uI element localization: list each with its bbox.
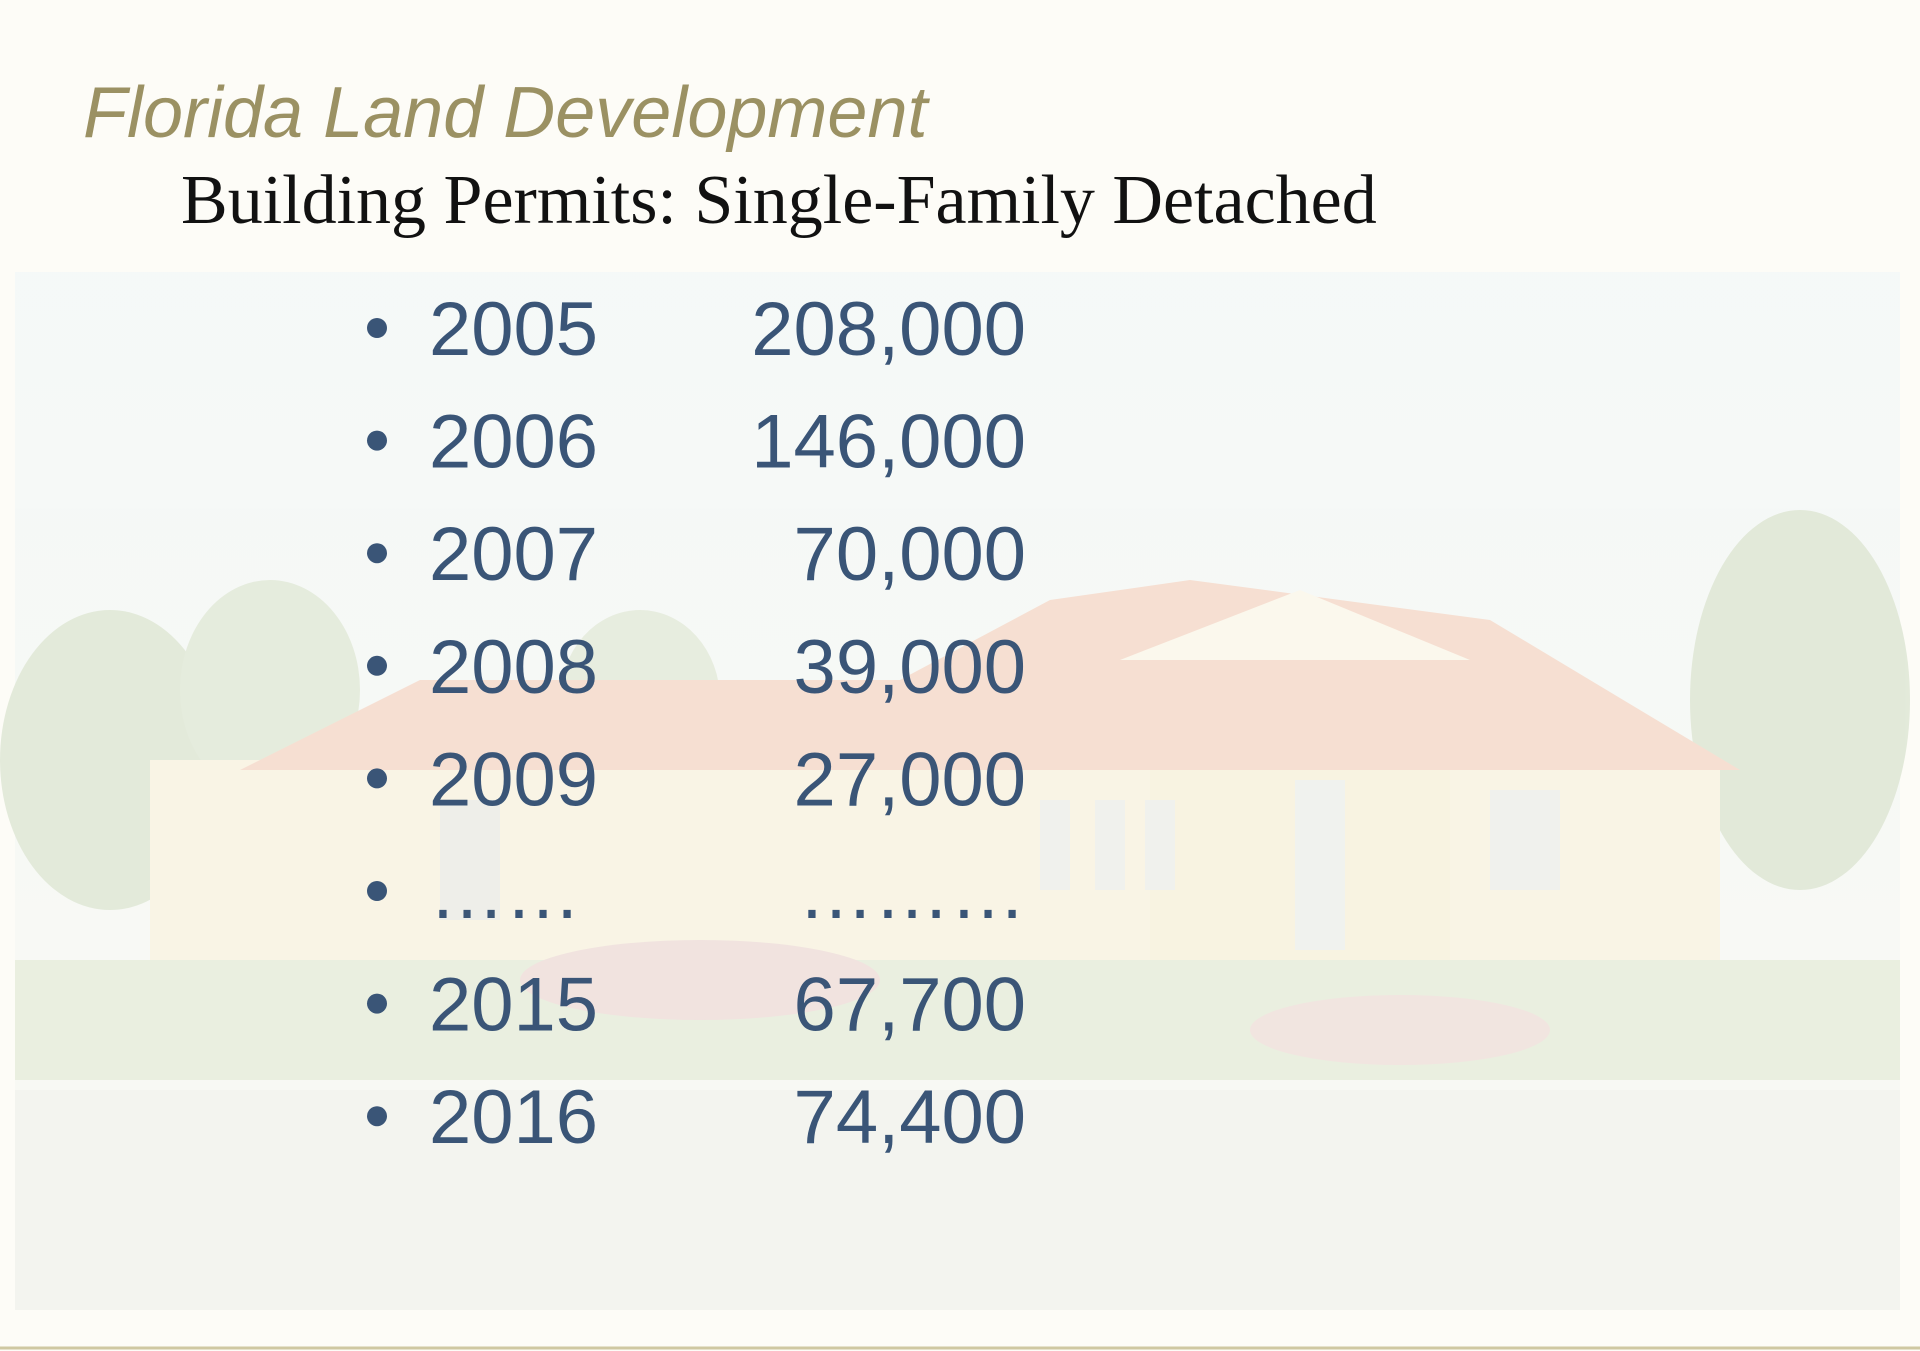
year: 2006 — [429, 400, 598, 485]
permit-count: ……… — [798, 850, 1026, 935]
bullet — [367, 431, 387, 451]
bullet — [367, 1106, 387, 1126]
slide: Florida Land Development Building Permit… — [0, 0, 1920, 1351]
bullet — [367, 318, 387, 338]
permit-count: 67,700 — [794, 963, 1026, 1048]
permit-count: 208,000 — [751, 287, 1026, 372]
year: 2008 — [429, 625, 598, 710]
year: 2015 — [429, 963, 598, 1048]
slide-title: Florida Land Development — [83, 73, 930, 153]
bullet — [367, 543, 387, 563]
bullet — [367, 768, 387, 788]
permit-count: 146,000 — [751, 400, 1026, 485]
permit-count: 70,000 — [794, 512, 1026, 597]
year: 2005 — [429, 287, 598, 372]
year: 2007 — [429, 512, 598, 597]
year: 2009 — [429, 737, 598, 822]
permit-count: 74,400 — [794, 1075, 1026, 1160]
permit-count: 27,000 — [794, 737, 1026, 822]
bullet — [367, 994, 387, 1014]
slide-subtitle: Building Permits: Single-Family Detached — [181, 162, 1377, 239]
bullet — [367, 881, 387, 901]
year: …… — [429, 850, 581, 935]
year: 2016 — [429, 1075, 598, 1160]
bullet — [367, 656, 387, 676]
permit-count: 39,000 — [794, 625, 1026, 710]
